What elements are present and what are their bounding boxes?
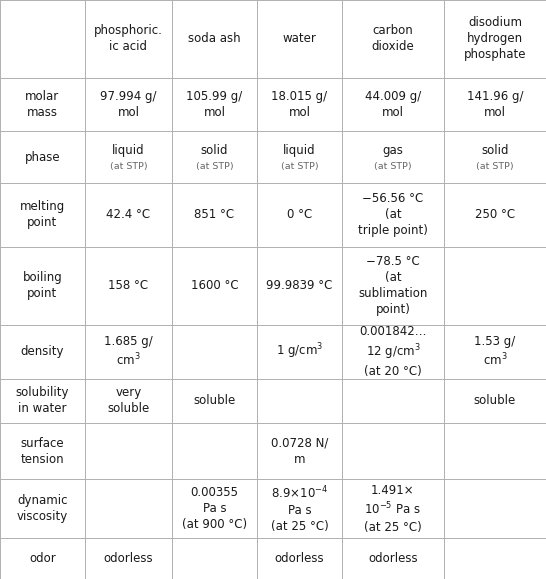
Text: odorless: odorless <box>104 552 153 565</box>
Text: liquid: liquid <box>112 144 145 157</box>
Text: 1600 °C: 1600 °C <box>191 280 238 292</box>
Text: 851 °C: 851 °C <box>194 208 235 221</box>
Text: molar
mass: molar mass <box>25 90 60 119</box>
Text: carbon
dioxide: carbon dioxide <box>371 24 414 53</box>
Text: density: density <box>21 345 64 358</box>
Text: soda ash: soda ash <box>188 32 241 45</box>
Text: (at STP): (at STP) <box>110 162 147 171</box>
Text: solid: solid <box>481 144 509 157</box>
Text: soluble: soluble <box>474 394 516 408</box>
Text: melting
point: melting point <box>20 200 65 229</box>
Text: soluble: soluble <box>193 394 236 408</box>
Text: 1.491×
10$^{-5}$ Pa s
(at 25 °C): 1.491× 10$^{-5}$ Pa s (at 25 °C) <box>364 484 422 533</box>
Text: 158 °C: 158 °C <box>109 280 149 292</box>
Text: −56.56 °C
(at
triple point): −56.56 °C (at triple point) <box>358 192 428 237</box>
Text: 18.015 g/
mol: 18.015 g/ mol <box>271 90 328 119</box>
Text: liquid: liquid <box>283 144 316 157</box>
Text: −78.5 °C
(at
sublimation
point): −78.5 °C (at sublimation point) <box>358 255 428 316</box>
Text: 1 g/cm$^3$: 1 g/cm$^3$ <box>276 342 323 361</box>
Text: 99.9839 °C: 99.9839 °C <box>266 280 333 292</box>
Text: 44.009 g/
mol: 44.009 g/ mol <box>365 90 421 119</box>
Text: 1.685 g/
cm$^3$: 1.685 g/ cm$^3$ <box>104 335 153 368</box>
Text: 250 °C: 250 °C <box>475 208 515 221</box>
Text: (at STP): (at STP) <box>195 162 233 171</box>
Text: 8.9×10$^{-4}$
Pa s
(at 25 °C): 8.9×10$^{-4}$ Pa s (at 25 °C) <box>270 485 328 533</box>
Text: 97.994 g/
mol: 97.994 g/ mol <box>100 90 157 119</box>
Text: 1.53 g/
cm$^3$: 1.53 g/ cm$^3$ <box>474 335 515 368</box>
Text: odor: odor <box>29 552 56 565</box>
Text: disodium
hydrogen
phosphate: disodium hydrogen phosphate <box>464 16 526 61</box>
Text: phosphoric.
ic acid: phosphoric. ic acid <box>94 24 163 53</box>
Text: solubility
in water: solubility in water <box>16 386 69 415</box>
Text: 42.4 °C: 42.4 °C <box>106 208 151 221</box>
Text: 0.001842…
12 g/cm$^3$
(at 20 °C): 0.001842… 12 g/cm$^3$ (at 20 °C) <box>359 325 426 378</box>
Text: 105.99 g/
mol: 105.99 g/ mol <box>186 90 242 119</box>
Text: solid: solid <box>201 144 228 157</box>
Text: 0.0728 N/
m: 0.0728 N/ m <box>271 437 328 466</box>
Text: 0 °C: 0 °C <box>287 208 312 221</box>
Text: gas: gas <box>382 144 403 157</box>
Text: dynamic
viscosity: dynamic viscosity <box>17 494 68 523</box>
Text: (at STP): (at STP) <box>281 162 318 171</box>
Text: odorless: odorless <box>275 552 324 565</box>
Text: boiling
point: boiling point <box>22 272 62 301</box>
Text: very
soluble: very soluble <box>108 386 150 415</box>
Text: phase: phase <box>25 151 60 164</box>
Text: (at STP): (at STP) <box>476 162 514 171</box>
Text: surface
tension: surface tension <box>21 437 64 466</box>
Text: 141.96 g/
mol: 141.96 g/ mol <box>467 90 523 119</box>
Text: odorless: odorless <box>368 552 418 565</box>
Text: water: water <box>282 32 316 45</box>
Text: (at STP): (at STP) <box>374 162 412 171</box>
Text: 0.00355
Pa s
(at 900 °C): 0.00355 Pa s (at 900 °C) <box>182 486 247 531</box>
